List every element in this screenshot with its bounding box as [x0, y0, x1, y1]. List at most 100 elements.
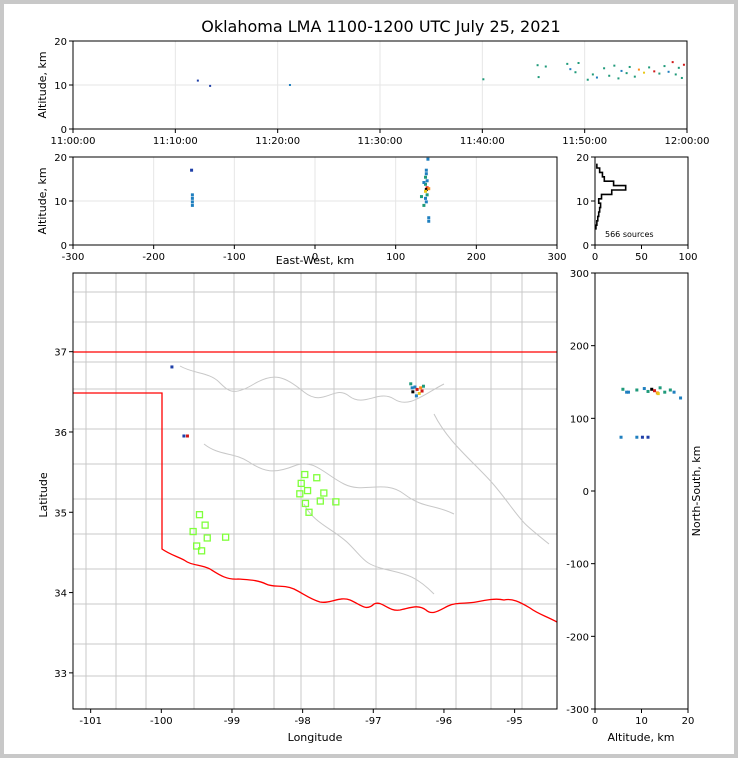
time-altitude-point	[677, 66, 680, 69]
altitude-ns-point	[635, 435, 639, 439]
time-altitude-ylabel: Altitude, km	[36, 51, 49, 118]
altitude-ns-points	[619, 386, 683, 439]
time-altitude-gridlines	[72, 40, 688, 130]
map-x-tick-label: -100	[150, 716, 173, 727]
ew-altitude-y-tick-label: 0	[61, 241, 67, 252]
ew-altitude-point	[427, 216, 431, 220]
map-sources	[170, 365, 425, 438]
state-borders	[73, 351, 557, 623]
altitude-ns-xlabel: Altitude, km	[607, 731, 674, 744]
ew-altitude-point	[424, 189, 428, 193]
ew-altitude-point	[427, 187, 431, 191]
altitude-ns-point	[621, 387, 625, 391]
time-altitude-point	[537, 76, 540, 79]
ew-altitude-point	[424, 172, 428, 176]
time-altitude-point	[643, 71, 646, 74]
map-source-point	[414, 394, 418, 398]
altitude-ns-y-tick-label: 300	[570, 269, 589, 280]
histogram-line	[595, 163, 627, 230]
lma-stations	[189, 470, 340, 555]
altitude-ns-x-tick-label: 0	[592, 716, 598, 727]
altitude-ns-x-tick-label: 20	[682, 716, 695, 727]
ew-altitude-point	[424, 188, 428, 192]
ew-altitude-x-tick-label: 100	[386, 252, 405, 263]
ew-altitude-x-tick-label: -200	[142, 252, 165, 263]
oklahoma-border	[73, 351, 557, 623]
altitude-ns-point	[635, 388, 639, 392]
time-altitude-point	[608, 74, 611, 77]
ew-altitude-point	[190, 168, 194, 172]
time-altitude-point	[595, 76, 598, 79]
map-x-tick-label: -95	[506, 716, 522, 727]
altitude-ns-point	[650, 387, 654, 391]
ew-altitude-point	[427, 219, 431, 223]
map-source-point	[410, 386, 414, 390]
altitude-ns-point	[658, 386, 662, 390]
time-altitude-x-tick-label: 11:20:00	[255, 136, 300, 147]
altitude-ns-y-tick-label: 200	[570, 342, 589, 353]
ew-altitude-point	[419, 195, 423, 199]
lma-station	[301, 499, 310, 508]
histogram-y-tick-label: 0	[583, 241, 589, 252]
lma-station	[332, 498, 340, 506]
map-source-point	[182, 434, 186, 438]
time-altitude-point	[577, 62, 580, 64]
altitude-ns-point	[679, 396, 683, 400]
map-y-tick-label: 36	[54, 428, 67, 439]
ew-altitude-gridlines	[72, 156, 558, 246]
map-xlabel: Longitude	[288, 731, 343, 744]
map-source-point	[419, 386, 423, 390]
ew-altitude-ylabel: Altitude, km	[36, 167, 49, 234]
time-altitude-point	[620, 69, 623, 72]
time-altitude-point	[566, 62, 569, 65]
time-altitude-y-tick-label: 10	[54, 81, 67, 92]
plan-view-map-panel: -101 -100 -99 -98 -97 -96 -95 33 34 35 36 37 Latit…	[37, 272, 558, 744]
histogram-x-ticks: 0 50 100	[592, 245, 698, 263]
ew-altitude-point	[190, 193, 194, 197]
county-boundaries	[73, 273, 557, 709]
time-altitude-point	[196, 79, 199, 82]
ew-altitude-x-tick-label: 200	[467, 252, 486, 263]
ew-altitude-point	[190, 203, 194, 207]
ew-altitude-x-tick-label: 300	[547, 252, 566, 263]
ew-altitude-point	[425, 193, 429, 197]
ew-altitude-point	[424, 175, 428, 179]
ew-altitude-point	[424, 200, 428, 204]
ew-altitude-point	[424, 168, 428, 172]
time-altitude-x-tick-label: 12:00:00	[665, 136, 710, 147]
altitude-ns-point	[619, 435, 623, 439]
time-altitude-y-tick-label: 0	[61, 125, 67, 136]
map-source-point	[170, 365, 174, 369]
time-altitude-point	[637, 68, 640, 71]
lma-station	[221, 533, 230, 541]
ew-altitude-point	[190, 196, 194, 200]
altitude-ns-y-tick-label: 0	[583, 487, 589, 498]
altitude-ns-point	[642, 387, 646, 391]
altitude-ns-point	[663, 390, 667, 394]
map-y-tick-label: 37	[54, 348, 67, 359]
time-altitude-y-tick-label: 20	[54, 37, 67, 48]
time-altitude-x-ticks: 11:00:00 11:10:00 11:20:00 11:30:00 11:40:00…	[51, 129, 710, 147]
altitude-ns-point	[646, 389, 650, 393]
map-y-ticks: 33 34 35 36 37	[54, 348, 73, 680]
ew-altitude-point	[424, 182, 428, 186]
altitude-ns-point	[668, 388, 672, 392]
time-altitude-panel: 11:00:00 11:10:00 11:20:00 11:30:00 11:40:00…	[36, 37, 709, 147]
map-source-point	[415, 387, 419, 391]
lma-station	[297, 479, 305, 488]
figure-frame: Oklahoma LMA 1100-1200 UTC July 25, 2021…	[4, 4, 734, 754]
lma-station	[305, 508, 313, 516]
lma-station	[197, 547, 206, 555]
map-y-tick-label: 33	[54, 669, 67, 680]
histogram-y-ticks: 0 10 20	[576, 153, 595, 252]
histogram-y-tick-label: 20	[576, 153, 589, 164]
time-altitude-point	[482, 78, 485, 81]
altitude-ns-x-ticks: 0 10 20	[592, 709, 695, 727]
time-altitude-point	[682, 63, 685, 66]
ew-altitude-point	[190, 200, 194, 204]
lma-station	[296, 490, 304, 498]
time-altitude-point	[569, 68, 572, 71]
map-x-tick-label: -98	[294, 716, 310, 727]
time-altitude-point	[653, 70, 656, 73]
altitude-ns-ylabel: North-South, km	[690, 446, 703, 537]
